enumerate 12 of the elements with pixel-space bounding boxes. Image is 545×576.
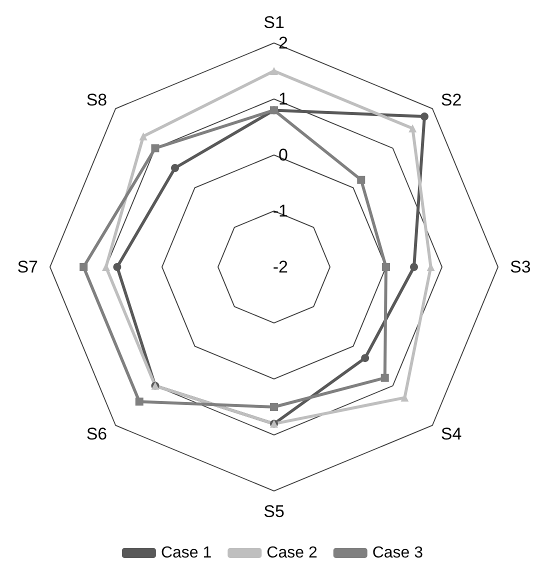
spoke-label: S1: [264, 13, 284, 32]
spoke-label: S5: [264, 502, 284, 521]
spoke-label: S7: [17, 258, 38, 276]
spoke-label: S3: [510, 258, 531, 276]
spoke-label: S6: [86, 424, 108, 444]
spoke-label: S8: [86, 90, 108, 110]
legend-label: Case 2: [266, 544, 318, 562]
legend-label: Case 3: [372, 544, 424, 562]
spoke-label: S4: [440, 424, 462, 444]
spoke-label: S2: [440, 90, 462, 110]
y-tick-label: -2: [272, 258, 288, 276]
legend-label: Case 1: [160, 544, 212, 562]
